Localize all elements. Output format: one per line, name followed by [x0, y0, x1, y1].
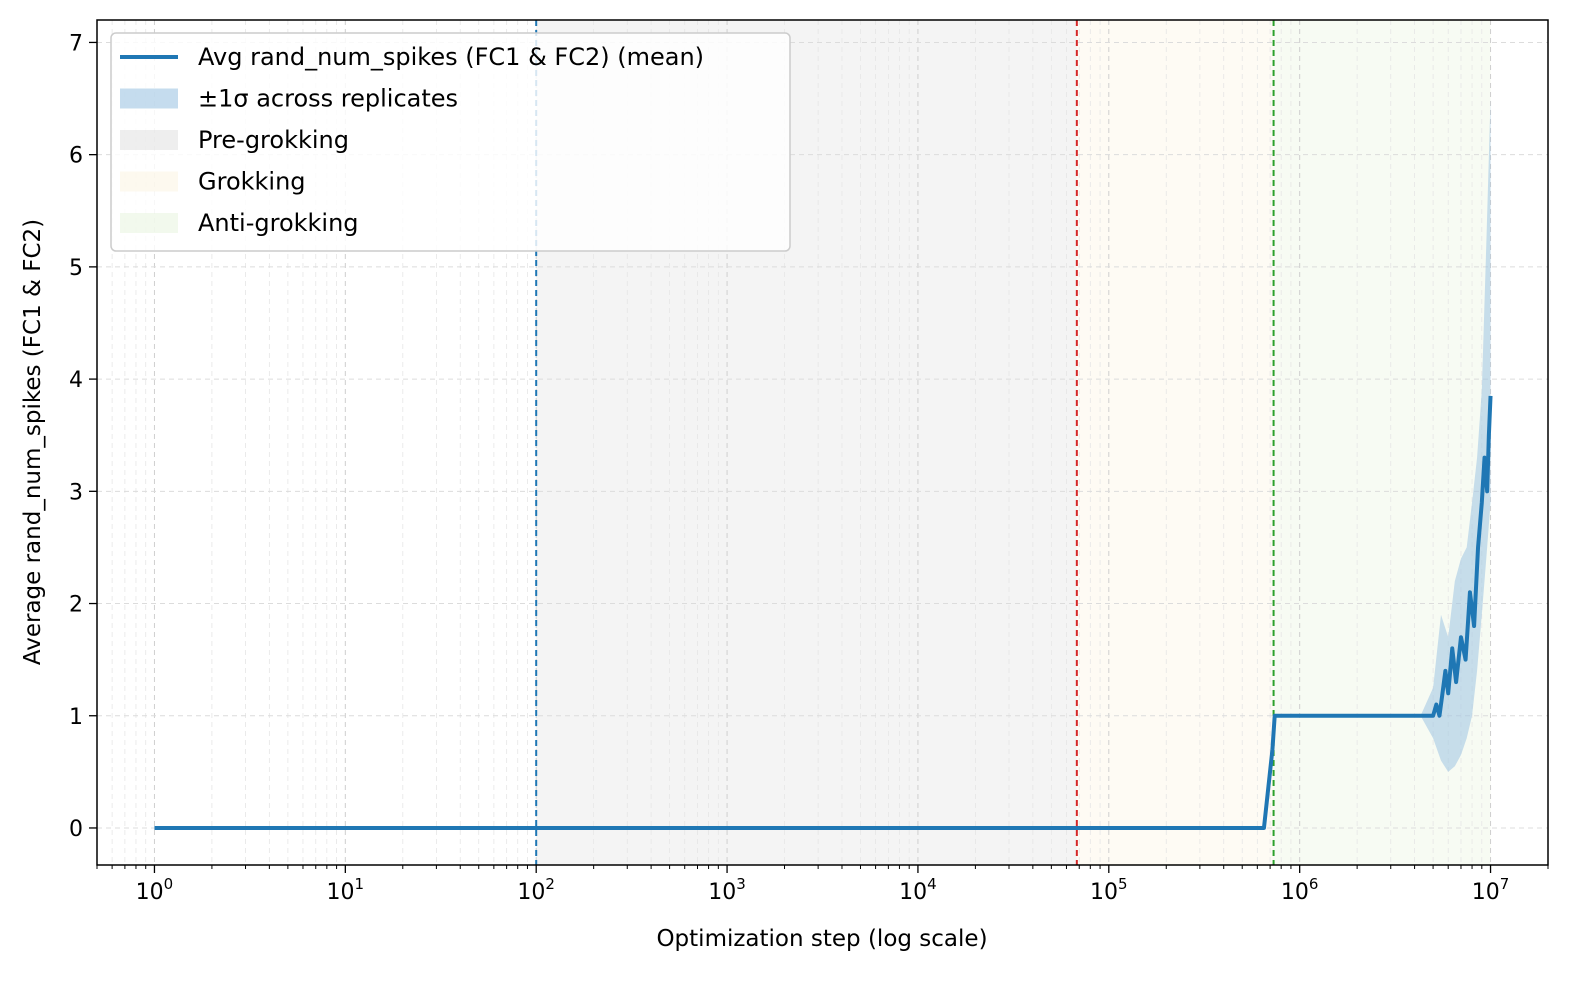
x-tick-label: 107: [1472, 875, 1510, 905]
x-axis: 100 101 102 103 104 105 106 107: [97, 865, 1548, 905]
legend-swatch-patch: [120, 89, 178, 109]
x-tick-label: 100: [136, 875, 174, 905]
x-tick-label: 104: [899, 875, 937, 905]
legend-label: Grokking: [198, 168, 306, 196]
legend-swatch-patch: [120, 213, 178, 233]
x-tick-label: 106: [1281, 875, 1319, 905]
x-tick-label: 101: [327, 875, 365, 905]
legend: Avg rand_num_spikes (FC1 & FC2) (mean) ±1…: [111, 33, 790, 251]
legend-label: Pre-grokking: [198, 126, 349, 154]
y-tick-label: 3: [69, 480, 83, 505]
x-tick-label: 102: [517, 875, 555, 905]
y-tick-label: 5: [69, 256, 83, 281]
y-tick-label: 6: [69, 144, 83, 169]
y-axis-label: Average rand_num_spikes (FC1 & FC2): [20, 219, 46, 665]
legend-label: Anti-grokking: [198, 209, 359, 237]
y-tick-label: 7: [69, 31, 83, 56]
x-tick-label: 105: [1090, 875, 1128, 905]
x-tick-label: 103: [708, 875, 746, 905]
y-tick-label: 4: [69, 368, 83, 393]
legend-label: Avg rand_num_spikes (FC1 & FC2) (mean): [198, 43, 704, 71]
x-axis-label: Optimization step (log scale): [656, 926, 987, 952]
legend-label: ±1σ across replicates: [198, 85, 458, 113]
y-tick-label: 1: [69, 705, 83, 730]
y-tick-label: 2: [69, 593, 83, 618]
phase-region-grokking: [1077, 20, 1274, 865]
y-axis: 0 1 2 3 4 5 6 7: [69, 31, 97, 842]
y-tick-label: 0: [69, 817, 83, 842]
legend-swatch-patch: [120, 172, 178, 192]
legend-swatch-patch: [120, 130, 178, 150]
